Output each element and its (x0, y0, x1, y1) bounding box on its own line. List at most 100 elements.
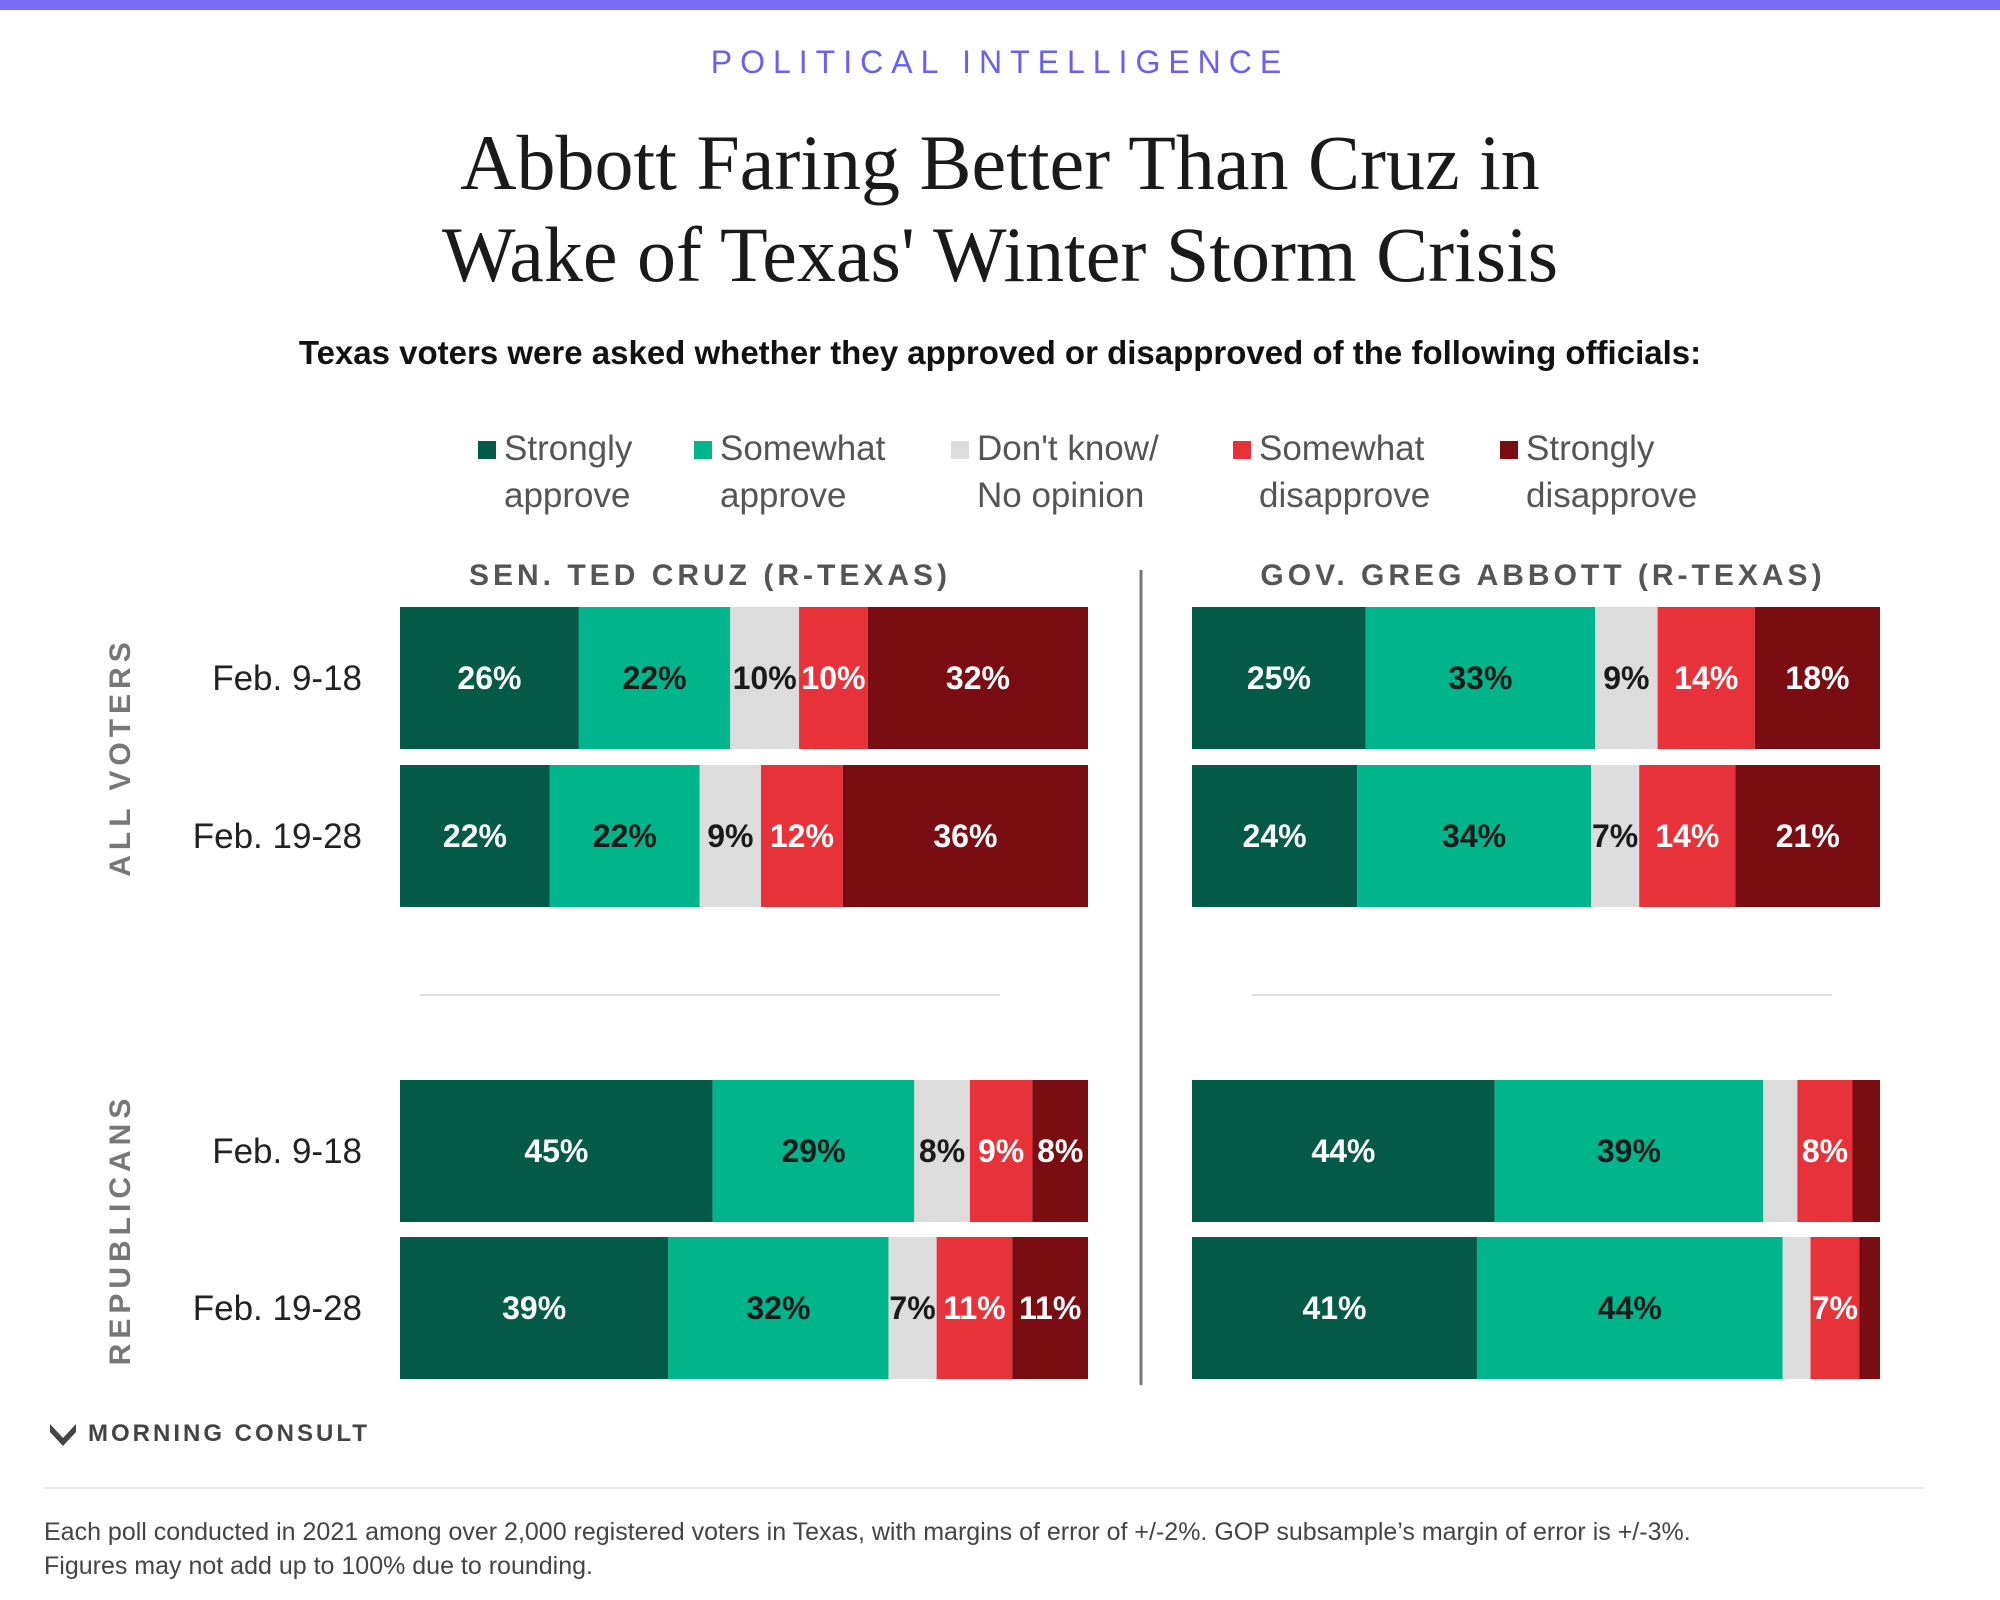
row-label: Feb. 19-28 (193, 1289, 362, 1328)
bar-segment-somewhat-disapprove (969, 1080, 1033, 1222)
row-label: Feb. 9-18 (212, 659, 362, 698)
bar-segment-strongly-approve (1192, 607, 1366, 749)
data-label-somewhat-disapprove: 14% (1674, 660, 1738, 696)
bar-segment-somewhat-approve (549, 765, 700, 907)
data-label-strongly-approve: 22% (443, 818, 507, 854)
bar-segment-dont-know (730, 607, 800, 749)
data-label-somewhat-disapprove: 7% (1812, 1290, 1858, 1326)
data-label-somewhat-disapprove: 10% (801, 660, 865, 696)
legend-label-strongly-disapprove: Strongly disapprove (1526, 429, 1698, 515)
bar-segment-strongly-disapprove (867, 607, 1088, 749)
bar-segment-strongly-disapprove (1735, 765, 1880, 907)
data-label-strongly-disapprove: 21% (1776, 818, 1840, 854)
data-label-strongly-approve: 45% (524, 1133, 588, 1169)
bar-segment-somewhat-disapprove (1639, 765, 1736, 907)
bar-segment-strongly-disapprove (1032, 1080, 1088, 1222)
data-label-strongly-disapprove: 11% (1019, 1290, 1081, 1326)
bar-segment-strongly-disapprove (1754, 607, 1880, 749)
row-label: Feb. 19-28 (193, 817, 362, 856)
data-label-strongly-disapprove: 8% (1037, 1133, 1083, 1169)
bar-segment-strongly-disapprove (1852, 1080, 1880, 1222)
data-label-strongly-approve: 24% (1243, 818, 1307, 854)
bar-segment-dont-know (1782, 1237, 1811, 1379)
data-label-somewhat-approve: 44% (1598, 1290, 1662, 1326)
bar-segment-somewhat-disapprove (799, 607, 868, 749)
data-label-dont-know: 7% (1592, 818, 1638, 854)
chart-subtitle: Texas voters were asked whether they app… (298, 334, 1702, 371)
bar-segment-strongly-approve (1192, 1237, 1477, 1379)
bar-segment-somewhat-disapprove (1797, 1080, 1853, 1222)
bar-segment-somewhat-approve (578, 607, 731, 749)
kicker: POLITICAL INTELLIGENCE (710, 44, 1290, 80)
bar-segment-somewhat-approve (1365, 607, 1596, 749)
footer-divider (44, 1487, 1924, 1489)
legend-swatch-strongly-disapprove (1500, 441, 1518, 459)
bar-segment-strongly-approve (1192, 765, 1358, 907)
data-label-somewhat-disapprove: 14% (1655, 818, 1719, 854)
data-label-dont-know: 8% (919, 1133, 965, 1169)
data-label-somewhat-disapprove: 12% (770, 818, 834, 854)
legend: Strongly approve Somewhat approve Don't … (0, 425, 2000, 525)
bar-segment-strongly-disapprove (842, 765, 1088, 907)
legend-swatch-somewhat-disapprove (1233, 441, 1251, 459)
bar-segment-strongly-approve (400, 1237, 669, 1379)
data-label-strongly-approve: 39% (502, 1290, 566, 1326)
bar-segment-strongly-approve (400, 765, 550, 907)
bar-segment-dont-know (1595, 607, 1658, 749)
chart-title-line-2: Wake of Texas' Winter Storm Crisis (441, 211, 1559, 298)
legend-item-somewhat-approve: Somewhat approve (694, 425, 885, 519)
bar-segment-somewhat-disapprove (1810, 1237, 1860, 1379)
data-label-somewhat-approve: 32% (746, 1290, 810, 1326)
data-label-somewhat-approve: 39% (1597, 1133, 1661, 1169)
legend-label-somewhat-approve: Somewhat approve (720, 429, 886, 515)
legend-item-strongly-approve: Strongly approve (478, 425, 632, 519)
morning-consult-logo-icon (50, 1424, 76, 1446)
data-label-strongly-disapprove: 36% (933, 818, 997, 854)
bar-segment-somewhat-approve (712, 1080, 915, 1222)
data-label-somewhat-disapprove: 8% (1802, 1133, 1848, 1169)
bar-segment-strongly-approve (1192, 1080, 1495, 1222)
group-label-all-voters: ALL VOTERS (104, 637, 137, 876)
legend-swatch-dont-know (951, 441, 969, 459)
panel-title-abbott: GOV. GREG ABBOTT (R-TEXAS) (1260, 559, 1825, 592)
legend-item-dont-know: Don't know/ No opinion (951, 425, 1159, 519)
data-label-dont-know: 10% (733, 660, 797, 696)
legend-swatch-somewhat-approve (694, 441, 712, 459)
bar-segment-dont-know (699, 765, 762, 907)
data-label-somewhat-approve: 34% (1442, 818, 1506, 854)
panel-title-cruz: SEN. TED CRUZ (R-TEXAS) (469, 559, 951, 592)
bar-segment-somewhat-disapprove (1657, 607, 1755, 749)
bar-segment-dont-know (914, 1080, 970, 1222)
chart-title-line-1: Abbott Faring Better Than Cruz in (460, 119, 1540, 206)
bar-segment-somewhat-disapprove (936, 1237, 1013, 1379)
bar-segment-strongly-disapprove (1012, 1237, 1088, 1379)
row-label: Feb. 9-18 (212, 1132, 362, 1171)
data-label-somewhat-approve: 29% (781, 1133, 845, 1169)
bar-segment-strongly-approve (400, 607, 579, 749)
data-label-strongly-disapprove: 18% (1785, 660, 1849, 696)
data-label-somewhat-approve: 22% (623, 660, 687, 696)
data-label-somewhat-approve: 22% (593, 818, 657, 854)
group-label-republicans: REPUBLICANS (104, 1094, 137, 1366)
data-label-somewhat-disapprove: 11% (943, 1290, 1005, 1326)
legend-item-strongly-disapprove: Strongly disapprove (1500, 425, 1697, 519)
legend-label-dont-know: Don't know/ No opinion (977, 429, 1159, 515)
bar-segment-dont-know (1591, 765, 1640, 907)
bar-segment-somewhat-approve (1494, 1080, 1764, 1222)
data-label-strongly-disapprove: 32% (946, 660, 1010, 696)
data-label-dont-know: 9% (707, 818, 753, 854)
data-label-strongly-approve: 25% (1247, 660, 1311, 696)
top-accent-bar (0, 0, 2000, 10)
bar-segment-strongly-disapprove (1859, 1237, 1880, 1379)
data-label-somewhat-disapprove: 9% (978, 1133, 1024, 1169)
brand-logo: MORNING CONSULT (48, 1420, 370, 1448)
data-label-dont-know: 9% (1603, 660, 1649, 696)
bar-segment-somewhat-approve (1476, 1237, 1783, 1379)
legend-label-somewhat-disapprove: Somewhat disapprove (1259, 429, 1431, 515)
data-label-strongly-approve: 41% (1302, 1290, 1366, 1326)
footnote-line-2: Figures may not add up to 100% due to ro… (44, 1552, 593, 1580)
footnote-line-1: Each poll conducted in 2021 among over 2… (44, 1518, 1691, 1546)
legend-item-somewhat-disapprove: Somewhat disapprove (1233, 425, 1430, 519)
bar-segment-somewhat-disapprove (761, 765, 843, 907)
